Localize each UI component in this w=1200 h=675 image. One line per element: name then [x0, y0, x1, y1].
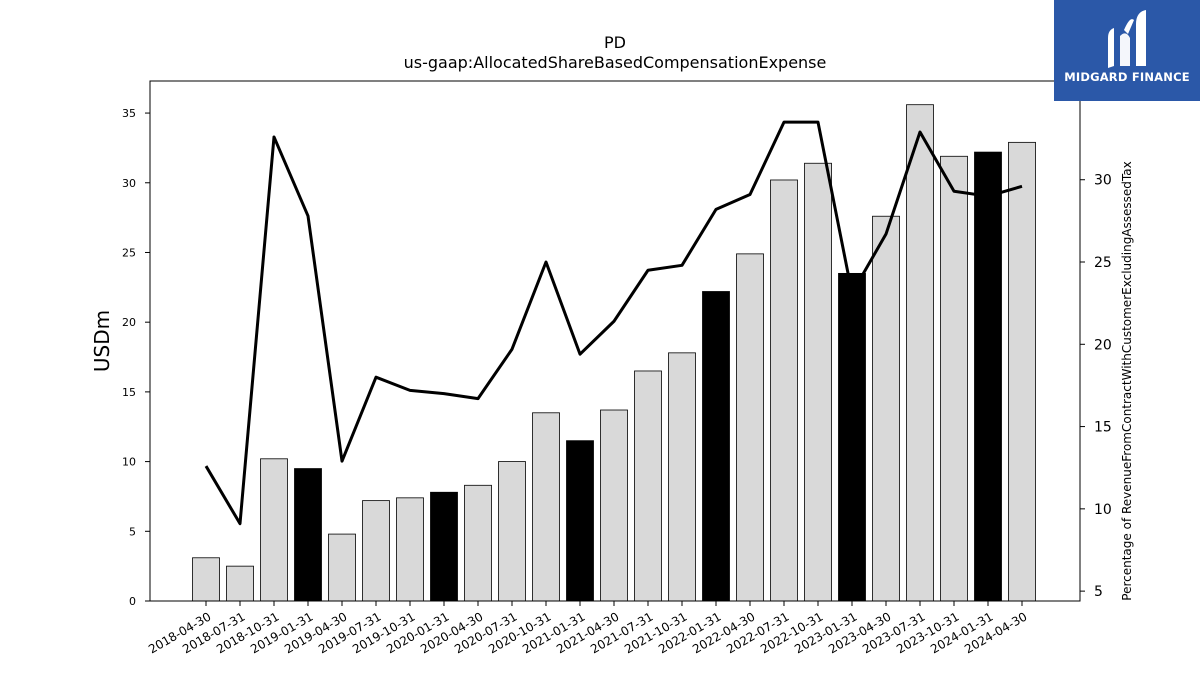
bar-2020-07-31: [498, 461, 526, 602]
y-tick-label-15: 15: [122, 386, 136, 399]
bar-2022-04-30: [736, 253, 764, 602]
y-axis-right: 5 10 15 20 25 30: [1080, 173, 1112, 600]
y-tick-label-5: 5: [129, 525, 136, 538]
y2-tick-label-10: 10: [1094, 502, 1112, 518]
bar-2021-07-31: [634, 370, 662, 602]
y-axis-label: USDm: [90, 310, 114, 372]
bar-2023-04-30: [872, 215, 900, 602]
line-layer: [204, 120, 1023, 526]
bar-2023-07-31: [906, 104, 934, 602]
bar-2024-01-31: [974, 151, 1002, 602]
bar-2021-04-30: [600, 409, 628, 602]
bar-2020-01-31: [430, 491, 458, 602]
bar-2019-01-31: [294, 468, 322, 602]
y-tick-label-0: 0: [129, 595, 136, 608]
y-tick-label-35: 35: [122, 107, 136, 120]
y-tick-label-10: 10: [122, 456, 136, 469]
bar-2021-01-31: [566, 440, 594, 602]
logo-mark-icon: [1108, 10, 1146, 68]
bar-2020-10-31: [532, 412, 560, 602]
bar-2019-04-30: [328, 533, 356, 602]
bar-2021-10-31: [668, 352, 696, 602]
bar-2022-07-31: [770, 179, 798, 602]
bars-layer: [192, 104, 1036, 602]
bar-2019-07-31: [362, 500, 390, 602]
y2-axis-label: Percentage of RevenueFromContractWithCus…: [1120, 161, 1134, 600]
brand-logo: MIDGARD FINANCE: [1054, 0, 1200, 101]
bar-2024-04-30: [1008, 141, 1036, 602]
series-line: [204, 120, 1023, 526]
y2-tick-label-5: 5: [1094, 584, 1103, 600]
y2-tick-label-30: 30: [1094, 173, 1112, 189]
bar-2020-04-30: [464, 484, 492, 602]
x-axis: 2018-04-302018-07-312018-10-312019-01-31…: [146, 601, 1030, 656]
bar-2018-04-30: [192, 557, 220, 602]
plot-frame: [149, 80, 1081, 602]
bar-2022-10-31: [804, 162, 832, 602]
y-tick-label-30: 30: [122, 177, 136, 190]
y2-tick-label-15: 15: [1094, 420, 1112, 436]
y-axis-left: 0 5 10 15 20 25 30 35: [122, 107, 150, 608]
chart-subtitle: us-gaap:AllocatedShareBasedCompensationE…: [404, 53, 827, 72]
bar-2018-10-31: [260, 458, 288, 602]
chart-title: PD: [604, 33, 626, 52]
y-tick-label-20: 20: [122, 316, 136, 329]
bar-2023-01-31: [838, 272, 866, 602]
bar-2022-01-31: [702, 291, 730, 602]
y2-tick-label-20: 20: [1094, 337, 1112, 353]
logo-text: MIDGARD FINANCE: [1064, 70, 1190, 84]
y2-tick-label-25: 25: [1094, 255, 1112, 271]
bar-2018-07-31: [226, 565, 254, 602]
bar-2023-10-31: [940, 155, 968, 602]
y-tick-label-25: 25: [122, 246, 136, 259]
bar-2019-10-31: [396, 497, 424, 602]
